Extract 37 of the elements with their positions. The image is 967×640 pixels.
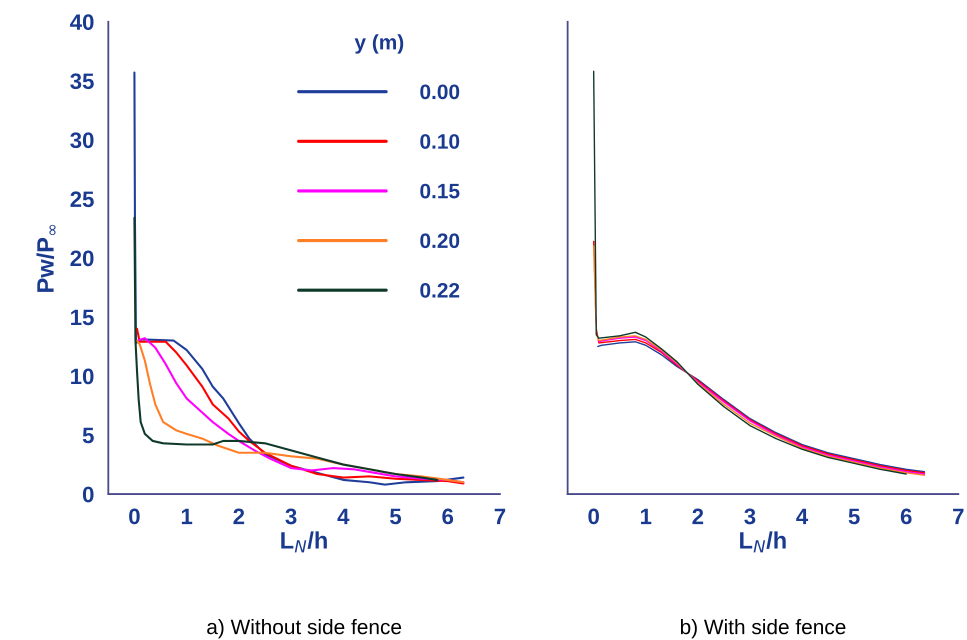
text: a) Without side fence bbox=[207, 618, 402, 638]
y-tick-label: 40 bbox=[70, 14, 94, 30]
y-tick-label: 30 bbox=[70, 132, 94, 148]
x-tick-label: 7 bbox=[953, 508, 964, 524]
y-tick-label: 35 bbox=[70, 73, 94, 90]
x-tick-label: 0 bbox=[588, 508, 599, 524]
x-tick-label: 6 bbox=[900, 508, 912, 524]
y-axis-title: Pw/P$_{∞}$ bbox=[36, 224, 56, 292]
x-tick-label: 4 bbox=[796, 508, 808, 524]
y-tick-label: 5 bbox=[82, 428, 94, 444]
x-tick-label: 7 bbox=[494, 508, 506, 524]
line-series bbox=[133, 71, 464, 486]
x-tick-label: 0 bbox=[129, 508, 140, 524]
x-tick-label: 1 bbox=[182, 508, 192, 524]
x-tick-label: 4 bbox=[337, 508, 350, 524]
legend-label: 0.10 bbox=[420, 134, 460, 149]
x-tick-label: 5 bbox=[848, 508, 860, 524]
x-axis-title: L$_{N}$/h bbox=[281, 531, 327, 552]
x-tick-label: 1 bbox=[640, 508, 652, 524]
x-tick-label: 3 bbox=[744, 508, 756, 524]
x-tick-label: 2 bbox=[692, 508, 704, 524]
legend-label: 0.20 bbox=[420, 233, 460, 248]
x-tick-label: 5 bbox=[390, 508, 402, 524]
legend-label: 0.00 bbox=[420, 84, 460, 100]
x-tick-label: 3 bbox=[285, 508, 296, 524]
x-axis-title: L$_{N}$/h bbox=[740, 531, 786, 552]
text: b) With side fence bbox=[680, 618, 846, 638]
x-tick-label: 6 bbox=[442, 508, 454, 524]
x-tick-label: 2 bbox=[233, 508, 244, 524]
legend-label: 0.22 bbox=[420, 282, 460, 298]
legend-label: 0.15 bbox=[420, 184, 460, 198]
legend-title: y (m) bbox=[354, 34, 404, 54]
y-tick-label: 20 bbox=[70, 250, 94, 266]
y-tick-label: 10 bbox=[71, 368, 94, 384]
y-tick-label: 15 bbox=[71, 310, 94, 326]
y-tick-label: 0 bbox=[82, 486, 94, 502]
y-tick-label: 25 bbox=[70, 191, 94, 208]
